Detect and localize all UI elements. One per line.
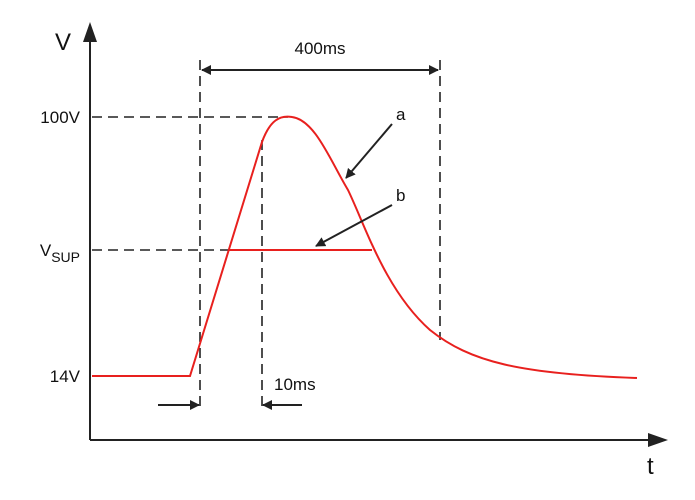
supply-subscript: SUP	[51, 249, 80, 265]
pulse-label: 400ms	[294, 39, 345, 58]
curve-a-label: a	[396, 105, 406, 124]
curve-b-label: b	[396, 186, 405, 205]
y-arrow	[83, 22, 97, 42]
base-label: 14V	[50, 367, 81, 386]
x-axis-label: t	[647, 453, 654, 480]
y-axis-label: V	[55, 29, 71, 56]
a-pointer	[345, 123, 393, 179]
b-pointer	[315, 204, 393, 247]
pulse-curve	[92, 115, 638, 379]
supply-main: V	[40, 241, 52, 260]
x-arrow	[648, 433, 668, 447]
peak-label: 100V	[40, 108, 80, 127]
rise-label: 10ms	[274, 375, 316, 394]
supply-label: VSUP	[40, 241, 80, 265]
